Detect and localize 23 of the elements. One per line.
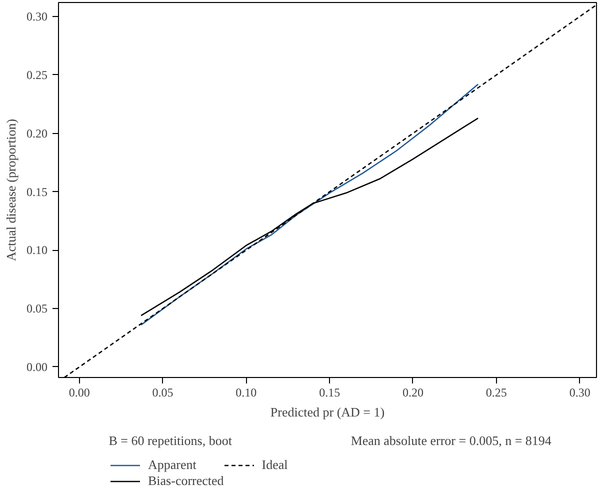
y-tick-label: 0.10 [26,243,48,258]
legend-label: Apparent [148,457,196,473]
x-tick-label: 0.30 [569,386,590,400]
text: B = 60 repetitions, boot [108,433,232,448]
y-tick-label: 0.25 [26,68,48,82]
x-tick-label: 0.20 [402,386,424,400]
text: Mean absolute error = 0.005, n = 8194 [350,433,552,448]
x-tick-label: 0.05 [152,386,174,400]
y-tick-label: 0.30 [26,10,48,24]
x-tick-label: 0.00 [68,386,90,400]
y-tick-label: 0.00 [26,360,48,374]
y-tick-label: 0.05 [26,302,48,316]
line-series [140,84,479,326]
x-tick-label: 0.25 [486,386,507,400]
legend-label: Ideal [262,457,288,473]
line-series [140,118,479,316]
legend-label: Bias-corrected [148,473,224,489]
y-tick-label: 0.20 [26,126,48,140]
y-tick-label: 0.15 [26,184,48,199]
y-axis-title: Actual disease (proportion) [4,118,18,262]
x-axis-title: Predicted pr (AD = 1) [270,404,385,420]
x-tick-label: 0.10 [236,386,257,400]
x-tick-label: 0.15 [319,386,340,400]
